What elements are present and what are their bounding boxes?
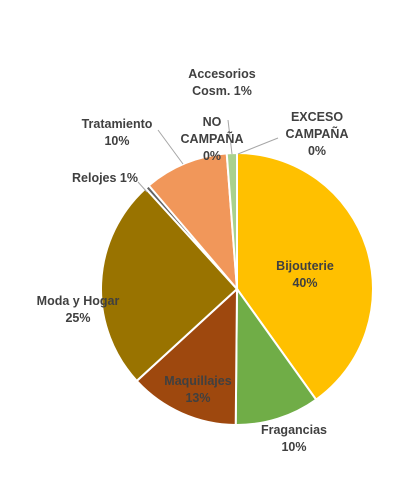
data-label-fragancias: Fragancias 10% [261, 423, 327, 454]
data-label-moda-y-hogar: Moda y Hogar 25% [37, 294, 120, 325]
leader-line-accesorios-cosm [227, 119, 233, 155]
data-label-relojes: Relojes 1% [72, 171, 138, 185]
slice-bijouterie [236, 151, 374, 402]
leader-line-relojes [137, 181, 148, 193]
slice-tratamiento [147, 152, 239, 292]
slice-moda-y-hogar [100, 186, 239, 383]
data-label-no-campana: NO CAMPAÑA 0% [181, 115, 244, 163]
data-label-accesorios-cosm: Accesorios Cosm. 1% [188, 67, 255, 98]
data-label-exceso-campana: EXCESO CAMPAÑA 0% [286, 110, 349, 158]
data-label-tratamiento: Tratamiento 10% [82, 117, 153, 148]
leader-line-tratamiento [157, 129, 184, 165]
leader-lines [137, 119, 279, 193]
pie-slices [100, 151, 374, 426]
data-label-maquillajes: Maquillajes 13% [164, 374, 231, 405]
slice-fragancias [234, 285, 318, 426]
leader-line-exceso-campana [237, 137, 279, 155]
data-label-bijouterie: Bijouterie 40% [276, 259, 334, 290]
slice-maquillajes [135, 286, 239, 426]
data-labels: Bijouterie 40% Fragancias 10% Maquillajes 13%… [37, 67, 349, 454]
